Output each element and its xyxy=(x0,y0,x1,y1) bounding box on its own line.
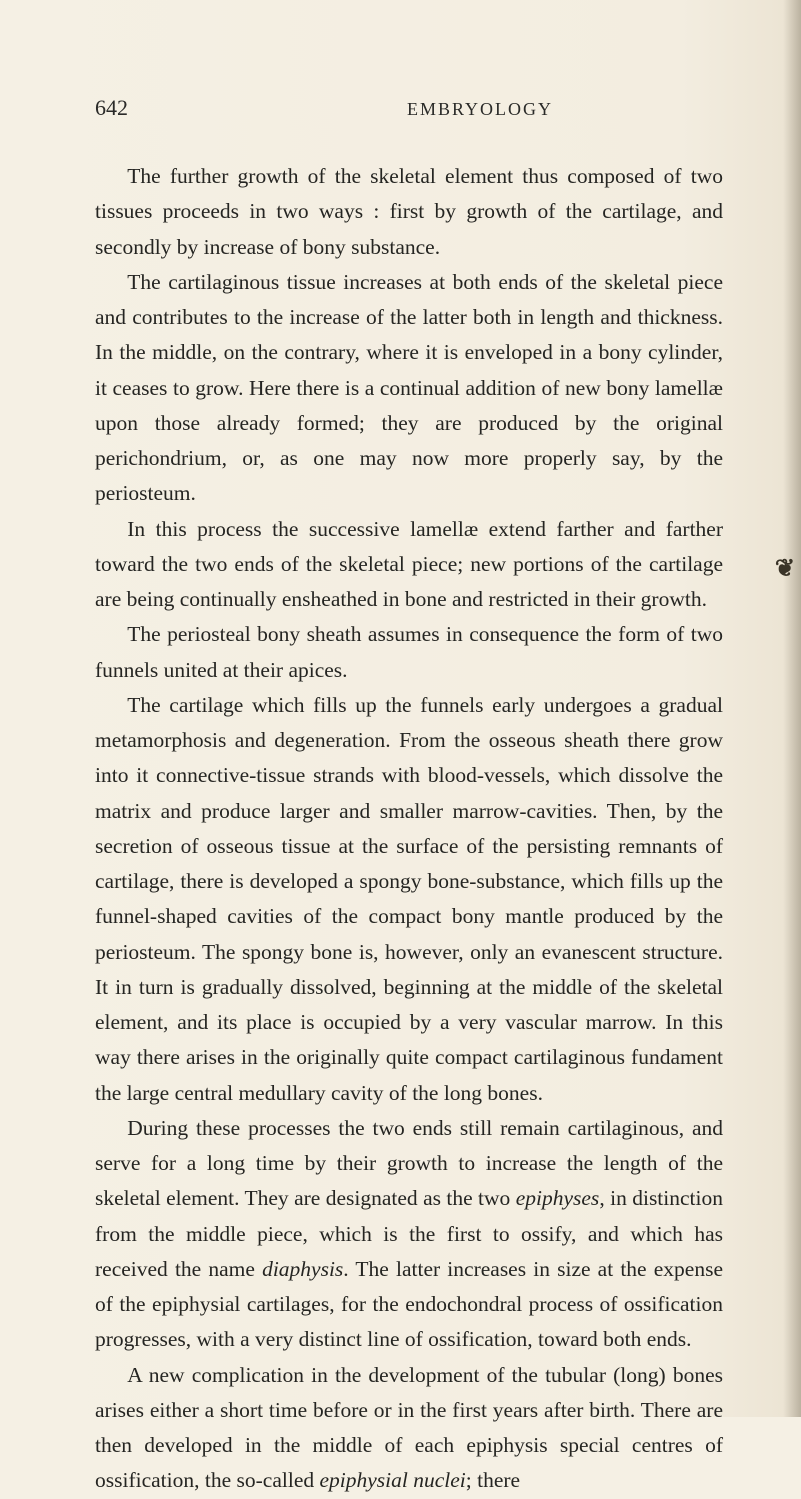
paragraph-6: During these processes the two ends stil… xyxy=(95,1111,723,1358)
page-container: 642 EMBRYOLOGY The further growth of the… xyxy=(0,0,801,1417)
paragraph-1: The further growth of the skeletal eleme… xyxy=(95,159,723,265)
paragraph-3: In this process the successive lamellæ e… xyxy=(95,512,723,618)
paragraph-5: The cartilage which fills up the funnels… xyxy=(95,688,723,1111)
running-head: EMBRYOLOGY xyxy=(407,99,553,120)
body-text: The further growth of the skeletal eleme… xyxy=(95,159,723,1499)
paragraph-2: The cartilaginous tissue increases at bo… xyxy=(95,265,723,512)
p6-italic-1: epiphyses xyxy=(516,1186,600,1210)
page-edge-shadow xyxy=(783,0,801,1417)
p7-italic-1: epiphysial nuclei xyxy=(320,1468,466,1492)
paragraph-7: A new complication in the development of… xyxy=(95,1358,723,1499)
margin-mark: ❦ xyxy=(775,554,795,583)
page-number: 642 xyxy=(95,95,128,121)
paragraph-4: The periosteal bony sheath assumes in co… xyxy=(95,617,723,688)
page-header: 642 EMBRYOLOGY xyxy=(95,95,723,121)
p7-text-b: ; there xyxy=(466,1468,520,1492)
p6-italic-2: diaphysis xyxy=(262,1257,343,1281)
